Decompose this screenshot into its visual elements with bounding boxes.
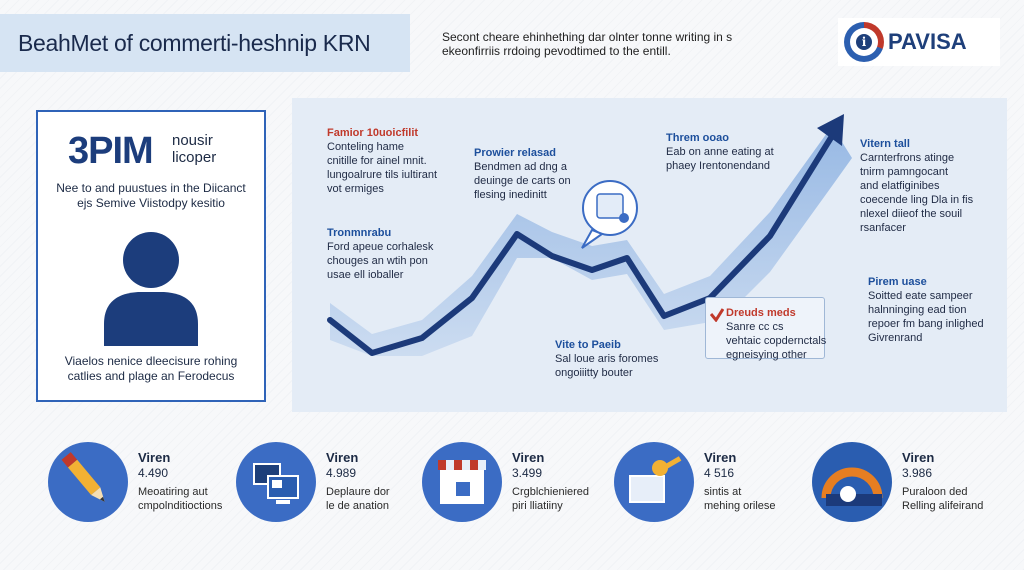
stat-item: Viren 3.986 Puraloon ded Relling alifeira… xyxy=(812,442,1002,522)
annotation-line: rsanfacer xyxy=(860,222,906,234)
stat-item: Viren 4 516 sintis at mehing orilese xyxy=(614,442,804,522)
stat-item: Viren 4.490 Meoatiring aut cmpolnditiocti… xyxy=(48,442,238,522)
footer-line: Viaelos nenice dleecisure rohing xyxy=(64,354,238,368)
annotation-line: phaey Irentonendand xyxy=(666,160,770,172)
stat-title: Viren xyxy=(138,450,171,465)
annotation-line: chouges an wtih pon xyxy=(327,255,428,267)
stat-title: Viren xyxy=(326,450,359,465)
annotation-line: cnitille for ainel mnit. xyxy=(327,155,427,167)
subtitle-line: Secont cheare ehinhething dar olnter ton… xyxy=(442,30,733,44)
card-footer: Viaelos nenice dleecisure rohing catlies… xyxy=(44,354,258,384)
annotation-1: Famior 10uoicfilit Conteling hame cnitil… xyxy=(327,126,437,196)
gauge-icon xyxy=(812,442,892,522)
arrow-head-icon xyxy=(817,114,844,146)
person-silhouette-icon xyxy=(104,232,198,346)
card-text-line: Nee to and puustues in the Diicanct xyxy=(56,181,246,195)
trend-line xyxy=(327,125,840,356)
annotation-line: halnninging ead tion xyxy=(868,304,967,316)
computer-screens-icon xyxy=(236,442,316,522)
annotation-line: Givrenrand xyxy=(868,332,923,344)
key-document-icon xyxy=(614,442,694,522)
annotation-line: vot ermiges xyxy=(327,183,384,195)
pencil-icon xyxy=(48,442,128,522)
annotation-heading: Famior 10uoicfilit xyxy=(327,127,419,139)
annotation-line: repoer fm bang inlighed xyxy=(868,318,984,330)
annotation-line: tnirm pamngocant xyxy=(860,166,949,178)
stat-description: sintis at mehing orilese xyxy=(704,486,776,512)
page-title: BeahMet of commerti-heshnip KRN xyxy=(18,29,371,56)
annotation-heading: Threm ooao xyxy=(666,132,729,144)
annotation-4: Threm ooao Eab on anne eating at phaey I… xyxy=(666,131,774,173)
annotation-line: Sanre cc cs xyxy=(726,321,784,333)
stat-value: 3.499 xyxy=(512,466,543,480)
page-subtitle: Secont cheare ehinhething dar olnter ton… xyxy=(442,30,772,58)
callout-box xyxy=(705,297,825,359)
annotation-line: Conteling hame xyxy=(327,141,405,153)
big-number-caption: nousir licoper xyxy=(172,132,216,166)
trend-panel xyxy=(292,98,1007,412)
annotation-6: Vite to Paeib Sal loue aris foromes ongo… xyxy=(555,338,658,380)
annotation-heading: Prowier relasad xyxy=(474,147,556,159)
annotation-line: Ford apeue corhalesk xyxy=(327,241,434,253)
annotation-line: flesing inedinitt xyxy=(474,189,547,201)
stat-description: Deplaure dor le de anation xyxy=(326,486,390,512)
brand-logo: i PAVISA xyxy=(838,18,1000,66)
annotation-line: Soitted eate sampeer xyxy=(868,290,973,302)
stat-value: 4.490 xyxy=(138,466,169,480)
stat-item: Viren 4.989 Deplaure dor le de anation xyxy=(236,442,426,522)
stat-title: Viren xyxy=(704,450,737,465)
title-banner: BeahMet of commerti-heshnip KRN xyxy=(0,14,410,72)
annotation-heading: Vitern tall xyxy=(860,138,910,150)
subtitle-line: ekeonfirriis rrdoing pevodtimed to the e… xyxy=(442,44,671,58)
big-number: 3PIM xyxy=(68,130,154,172)
annotation-line: Sal loue aris foromes xyxy=(555,353,659,365)
storefront-icon xyxy=(422,442,502,522)
profile-card: 3PIM nousir licoper Nee to and puustues … xyxy=(36,110,266,402)
annotation-line: deuinge de carts on xyxy=(474,175,571,187)
stat-item: Viren 3.499 Crgblchieniered piri lliatiin… xyxy=(422,442,612,522)
annotation-line: coecende ling Dla in fis xyxy=(860,194,974,206)
annotation-line: Eab on anne eating at xyxy=(666,146,774,158)
annotation-line: vehtaic copdernctals xyxy=(726,335,827,347)
footer-line: catlies and plage an Ferodecus xyxy=(67,369,235,383)
stat-value: 3.986 xyxy=(902,466,933,480)
annotation-heading: Pirem uase xyxy=(868,276,927,288)
annotation-line: egneisying other xyxy=(726,349,807,361)
annotation-heading: Vite to Paeib xyxy=(555,339,621,351)
annotation-2: Tronmnrabu Ford apeue corhalesk chouges … xyxy=(327,226,433,282)
annotation-line: nlexel diieof the souil xyxy=(860,208,963,220)
annotation-5: Vitern tall Carnterfrons atinge tnirm pa… xyxy=(860,137,973,235)
stat-title: Viren xyxy=(512,450,545,465)
logo-text: PAVISA xyxy=(888,29,967,54)
annotation-line: Carnterfrons atinge xyxy=(860,152,955,164)
annotation-line: ongoiiitty bouter xyxy=(555,367,633,379)
annotation-line: lungoalrure tils iultirant xyxy=(327,169,438,181)
annotation-7: Pirem uase Soitted eate sampeer halnning… xyxy=(868,275,984,345)
check-mark-icon xyxy=(710,308,724,322)
stat-description: Meoatiring aut cmpolnditioctions xyxy=(138,486,223,512)
annotation-line: Bendmen ad dng a xyxy=(474,161,567,173)
caption-line: licoper xyxy=(172,149,217,166)
stat-title: Viren xyxy=(902,450,935,465)
stat-description: Puraloon ded Relling alifeirand xyxy=(902,486,984,512)
annotation-8: Dreuds meds Sanre cc cs vehtaic copdernc… xyxy=(726,306,826,362)
caption-line: nousir xyxy=(172,132,213,149)
annotation-heading: Dreuds meds xyxy=(726,307,796,319)
stat-value: 4.989 xyxy=(326,466,357,480)
card-text-line: ejs Semive Viistodpy kesitio xyxy=(77,196,225,210)
annotation-line: usae ell ioballer xyxy=(327,269,404,281)
chat-bubble-icon xyxy=(581,180,638,249)
logo-mark-icon: i xyxy=(844,22,884,62)
stat-value: 4 516 xyxy=(704,466,735,480)
annotation-heading: Tronmnrabu xyxy=(327,227,392,239)
stat-description: Crgblchieniered piri lliatiiny xyxy=(512,486,590,512)
annotation-line: and elatfiginibes xyxy=(860,180,940,192)
annotation-3: Prowier relasad Bendmen ad dng a deuinge… xyxy=(474,146,571,202)
